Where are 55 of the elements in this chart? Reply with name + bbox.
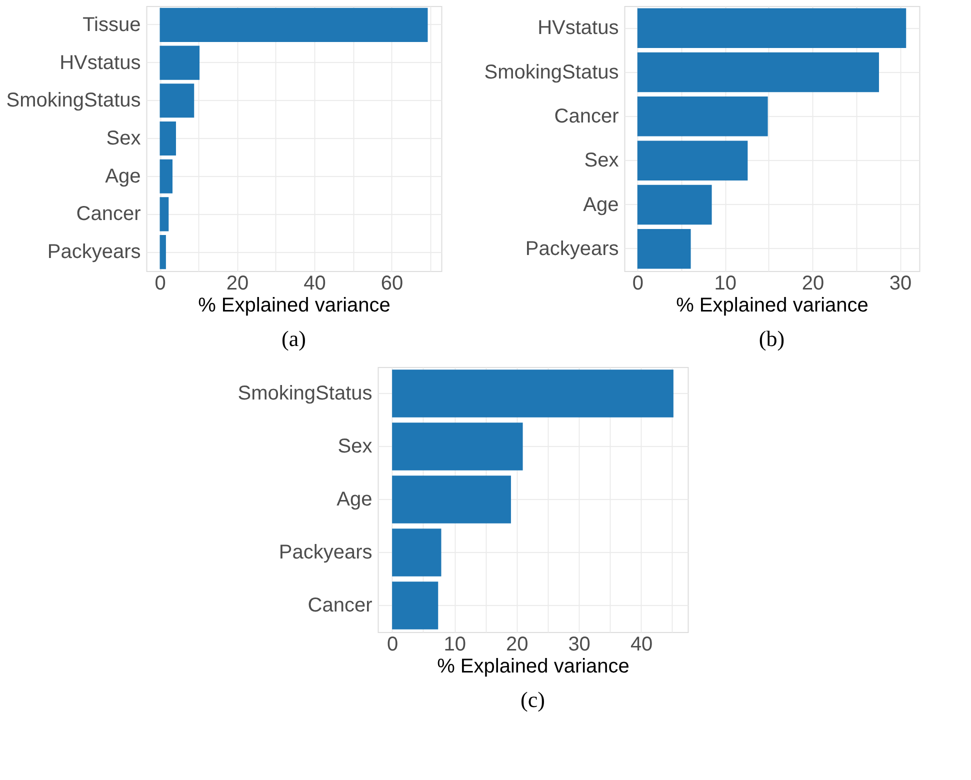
y-tick-label: Cancer (308, 594, 373, 616)
y-tick-label: SmokingStatus (484, 61, 619, 84)
x-tick-label: 60 (380, 272, 404, 294)
bar (160, 121, 176, 156)
text: (c) (520, 687, 545, 712)
x-tick-label: 10 (444, 634, 466, 656)
bar (160, 159, 173, 194)
y-tick-label: Age (336, 488, 372, 510)
x-tick-label: 20 (802, 272, 824, 294)
x-tick-label: 0 (154, 272, 166, 294)
bar (637, 52, 879, 92)
x-axis-title: % Explained variance (437, 656, 630, 678)
y-tick-label: SmokingStatus (238, 382, 372, 404)
bar (637, 229, 691, 269)
x-axis-title: % Explained variance (198, 294, 390, 316)
bar (160, 84, 194, 118)
y-tick-label: Age (105, 165, 141, 188)
bar (160, 46, 200, 80)
x-axis-title: % Explained variance (676, 294, 868, 316)
y-tick-label: Sex (584, 150, 619, 172)
x-tick-label: 30 (889, 272, 912, 294)
y-tick-label: SmokingStatus (6, 90, 141, 112)
bar (160, 8, 428, 42)
y-tick-label: Packyears (47, 241, 141, 264)
x-tick-label: 0 (632, 272, 644, 294)
bar (637, 8, 906, 48)
y-tick-label: Packyears (525, 238, 619, 260)
y-tick-label: Cancer (76, 203, 142, 226)
bar (392, 422, 523, 470)
x-tick-label: 40 (304, 272, 326, 294)
y-tick-label: HVstatus (538, 17, 619, 40)
text: (b) (758, 326, 785, 351)
bar (392, 476, 511, 524)
bar (637, 184, 712, 225)
y-tick-label: Tissue (82, 14, 141, 36)
x-tick-label: 10 (714, 272, 737, 294)
x-tick-label: 20 (506, 634, 528, 656)
bar (160, 197, 169, 232)
y-tick-label: Sex (106, 128, 141, 150)
text: (a) (282, 326, 306, 351)
bar (392, 582, 438, 630)
y-tick-label: Sex (338, 436, 372, 458)
x-tick-label: 0 (387, 634, 398, 656)
bar (637, 140, 748, 180)
bar (160, 235, 166, 270)
x-tick-label: 20 (226, 272, 249, 294)
bar (637, 96, 768, 136)
bar (392, 528, 442, 576)
x-tick-label: 40 (630, 634, 653, 656)
y-tick-label: Age (583, 194, 619, 216)
x-tick-label: 30 (568, 634, 590, 656)
bar (392, 370, 674, 418)
y-tick-label: Packyears (278, 542, 372, 564)
y-tick-label: HVstatus (60, 52, 141, 74)
y-tick-label: Cancer (554, 105, 620, 128)
